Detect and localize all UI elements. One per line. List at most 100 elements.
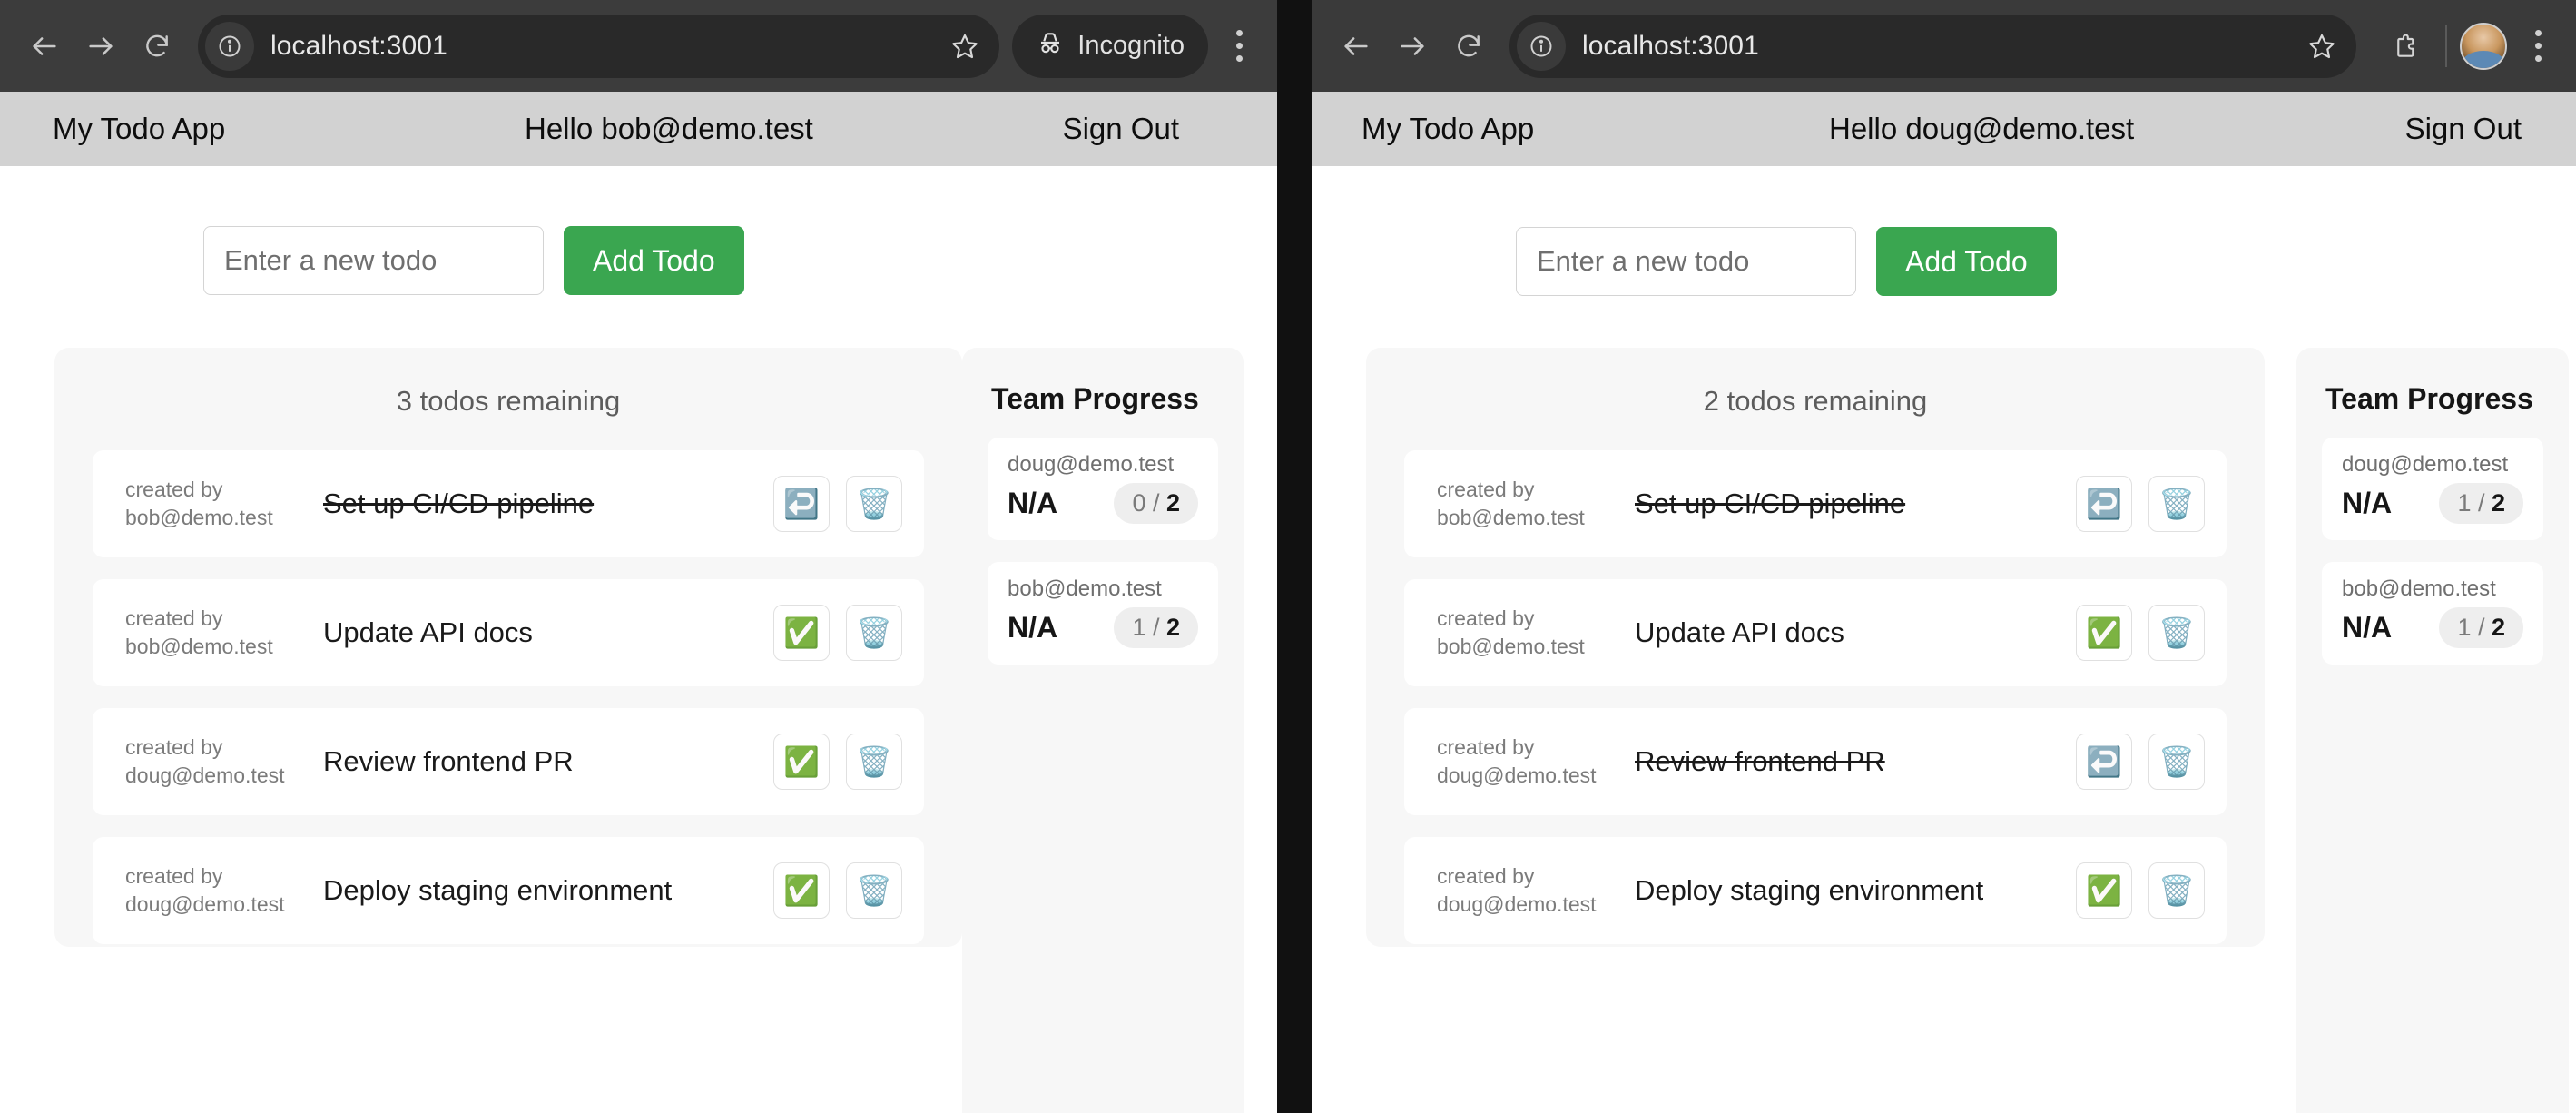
todo-creator: created by bob@demo.test — [125, 606, 273, 658]
todo-text: Deploy staging environment — [1635, 874, 1984, 907]
team-member-email: doug@demo.test — [2342, 452, 2509, 477]
team-member-card: doug@demo.test N/A 0 / 2 — [988, 438, 1218, 540]
team-member-list: doug@demo.test N/A 0 / 2 bob@demo.test N/A 1 … — [962, 438, 1244, 665]
check-icon[interactable]: ✅ — [773, 734, 830, 790]
remaining-count: 3 todos remaining — [396, 385, 621, 417]
toolbar-separator — [2445, 25, 2447, 67]
forward-arrow-icon[interactable] — [1384, 18, 1440, 74]
todo-text: Update API docs — [1635, 616, 1844, 649]
trash-icon[interactable]: 🗑️ — [2148, 734, 2205, 790]
todo-creator: created by doug@demo.test — [125, 734, 285, 787]
team-member-stats: N/A 1 / 2 — [2342, 483, 2523, 524]
browser-toolbar: localhost:3001 Incognito — [0, 0, 1277, 92]
todo-creator: created by bob@demo.test — [125, 477, 273, 529]
add-todo-button[interactable]: Add Todo — [1876, 227, 2057, 296]
todo-list: created by bob@demo.test Set up CI/CD pipe… — [1366, 450, 2265, 944]
bookmark-star-icon[interactable] — [939, 21, 990, 72]
incognito-label: Incognito — [1077, 31, 1185, 60]
check-icon[interactable]: ✅ — [2076, 862, 2132, 919]
browser-window-left: localhost:3001 Incognito My Todo App Hel… — [0, 0, 1277, 1113]
url-text[interactable]: localhost:3001 — [1582, 30, 1759, 61]
new-todo-input[interactable] — [1516, 227, 1856, 296]
todo-text: Update API docs — [323, 616, 533, 649]
reload-icon[interactable] — [129, 18, 185, 74]
sign-out-button[interactable]: Sign Out — [2404, 112, 2522, 145]
trash-icon[interactable]: 🗑️ — [846, 862, 902, 919]
todo-row-actions: ✅ 🗑️ — [773, 605, 902, 661]
address-bar[interactable]: localhost:3001 — [1509, 14, 2356, 78]
team-progress-panel: Team Progress doug@demo.test N/A 1 / 2 bob@… — [2296, 348, 2569, 1113]
todo-row-actions: ✅ 🗑️ — [773, 862, 902, 919]
app-body: Add Todo 3 todos remaining created bybob… — [0, 166, 1277, 1113]
incognito-indicator[interactable]: Incognito — [1012, 14, 1208, 78]
team-member-list: doug@demo.test N/A 1 / 2 bob@demo.test N/A 1 … — [2296, 438, 2569, 665]
team-member-stats: N/A 1 / 2 — [1008, 607, 1198, 648]
todo-text: Set up CI/CD pipeline — [1635, 488, 1906, 520]
forward-arrow-icon[interactable] — [73, 18, 129, 74]
sign-out-button[interactable]: Sign Out — [1062, 112, 1179, 145]
todo-text: Review frontend PR — [1635, 745, 1885, 778]
browser-toolbar: localhost:3001 — [1312, 0, 2576, 92]
team-member-card: bob@demo.test N/A 1 / 2 — [2322, 562, 2543, 665]
app-body: Add Todo 2 todos remaining created bybob… — [1312, 166, 2576, 1113]
app-header: My Todo App Hello bob@demo.test Sign Out — [0, 92, 1277, 166]
todo-creator: created by bob@demo.test — [1437, 477, 1585, 529]
extensions-puzzle-icon[interactable] — [2378, 19, 2433, 74]
team-member-progress-badge: 1 / 2 — [2439, 483, 2523, 524]
undo-icon[interactable]: ↩️ — [2076, 476, 2132, 532]
reload-icon[interactable] — [1440, 18, 1497, 74]
address-bar[interactable]: localhost:3001 — [198, 14, 1000, 78]
trash-icon[interactable]: 🗑️ — [846, 476, 902, 532]
todo-row-actions: ↩️ 🗑️ — [2076, 476, 2205, 532]
app-title: My Todo App — [1362, 112, 1535, 145]
back-arrow-icon[interactable] — [1328, 18, 1384, 74]
check-icon[interactable]: ✅ — [773, 862, 830, 919]
todo-text: Deploy staging environment — [323, 874, 673, 907]
check-icon[interactable]: ✅ — [2076, 605, 2132, 661]
team-member-card: doug@demo.test N/A 1 / 2 — [2322, 438, 2543, 540]
team-member-stats: N/A 0 / 2 — [1008, 483, 1198, 524]
info-circle-icon[interactable] — [205, 21, 254, 71]
trash-icon[interactable]: 🗑️ — [846, 605, 902, 661]
undo-icon[interactable]: ↩️ — [2076, 734, 2132, 790]
todo-creator: created by doug@demo.test — [125, 863, 285, 916]
trash-icon[interactable]: 🗑️ — [2148, 605, 2205, 661]
team-member-progress-badge: 1 / 2 — [1114, 607, 1198, 648]
todo-row: created by bob@demo.test Set up CI/CD pipe… — [93, 450, 924, 557]
trash-icon[interactable]: 🗑️ — [846, 734, 902, 790]
todo-row-actions: ✅ 🗑️ — [2076, 862, 2205, 919]
back-arrow-icon[interactable] — [16, 18, 73, 74]
check-icon[interactable]: ✅ — [773, 605, 830, 661]
info-circle-icon[interactable] — [1517, 21, 1566, 71]
todo-text: Set up CI/CD pipeline — [323, 488, 595, 520]
todo-row-actions: ↩️ 🗑️ — [773, 476, 902, 532]
undo-icon[interactable]: ↩️ — [773, 476, 830, 532]
profile-avatar[interactable] — [2460, 22, 2507, 70]
new-todo-input[interactable] — [203, 226, 544, 295]
kebab-menu-icon[interactable] — [2516, 18, 2560, 74]
url-text[interactable]: localhost:3001 — [270, 30, 447, 61]
todo-creator: created by doug@demo.test — [1437, 734, 1597, 787]
bookmark-star-icon[interactable] — [2296, 21, 2347, 72]
browser-window-right: localhost:3001 My Todo App Hello doug@de… — [1312, 0, 2576, 1113]
todo-row: created by doug@demo.test Review frontend … — [93, 708, 924, 815]
todo-row: created by doug@demo.test Deploy staging e… — [93, 837, 924, 944]
app-header: My Todo App Hello doug@demo.test Sign Ou… — [1312, 92, 2576, 166]
team-member-stats: N/A 1 / 2 — [2342, 607, 2523, 648]
kebab-menu-icon[interactable] — [1217, 18, 1261, 74]
add-todo-button[interactable]: Add Todo — [564, 226, 744, 295]
team-member-progress-badge: 1 / 2 — [2439, 607, 2523, 648]
trash-icon[interactable]: 🗑️ — [2148, 862, 2205, 919]
team-progress-title: Team Progress — [991, 382, 1199, 415]
user-greeting: Hello bob@demo.test — [525, 112, 813, 145]
todo-row-actions: ✅ 🗑️ — [2076, 605, 2205, 661]
team-member-status: N/A — [2342, 487, 2393, 519]
trash-icon[interactable]: 🗑️ — [2148, 476, 2205, 532]
todo-list-card: 2 todos remaining created by bob@demo.tes… — [1366, 348, 2265, 947]
team-progress-panel: Team Progress doug@demo.test N/A 0 / 2 bob@… — [962, 348, 1244, 1113]
window-divider — [1277, 0, 1312, 1113]
todo-list: created by bob@demo.test Set up CI/CD pipe… — [54, 450, 962, 944]
todo-composer: Add Todo — [1516, 227, 2057, 296]
todo-row: created by bob@demo.test Update API docs ✅ 🗑… — [93, 579, 924, 686]
